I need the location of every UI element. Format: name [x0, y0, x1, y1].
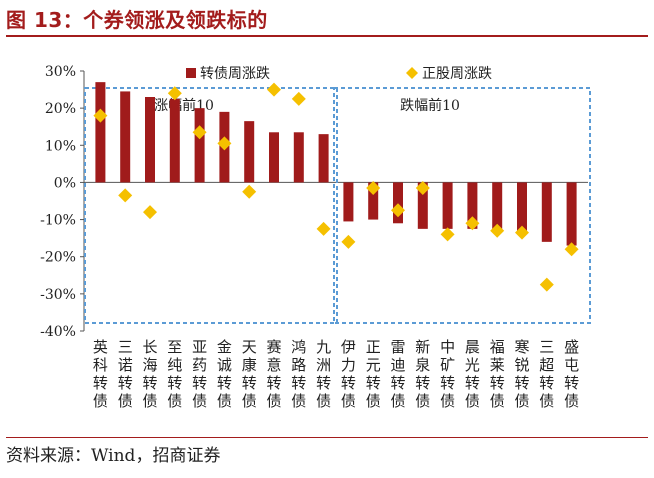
- marker-point: [291, 91, 306, 106]
- bar: [194, 108, 205, 183]
- marker-point: [490, 223, 505, 238]
- marker-point: [341, 234, 356, 249]
- marker-point: [465, 216, 480, 231]
- x-tick-label: 赛意转债: [266, 338, 281, 410]
- bar: [169, 98, 180, 183]
- x-tick-label: 雷迪转债: [390, 338, 405, 410]
- marker-point: [242, 184, 257, 199]
- x-tick-label: 新泉转债: [415, 338, 430, 410]
- source-note: 资料来源：Wind，招商证券: [6, 446, 221, 466]
- bar: [343, 182, 354, 222]
- bar: [145, 97, 155, 183]
- bar: [541, 182, 552, 242]
- x-tick-label: 九洲转债: [316, 338, 331, 410]
- bar: [566, 182, 577, 246]
- y-tick-label: -30%: [40, 287, 76, 303]
- marker-point: [217, 136, 232, 151]
- bar: [269, 132, 279, 183]
- marker-point: [316, 221, 331, 236]
- y-tick-label: -20%: [40, 250, 76, 266]
- legend-bar-swatch: [186, 68, 196, 78]
- marker-point: [93, 108, 108, 123]
- x-tick-label: 盛屯转债: [564, 338, 579, 410]
- group-frame: [84, 87, 338, 324]
- bar: [417, 182, 428, 229]
- group-frame: [333, 87, 591, 324]
- legend-marker-swatch: [406, 67, 418, 79]
- bar: [120, 91, 131, 183]
- x-tick-label: 亚药转债: [192, 338, 207, 410]
- marker-point: [366, 181, 381, 195]
- y-tick-label: -40%: [40, 324, 76, 340]
- bar: [492, 182, 503, 229]
- bar: [393, 182, 403, 224]
- x-tick-label: 天康转债: [242, 338, 257, 410]
- marker-point: [167, 86, 182, 101]
- figure-title: 图 13：个券领涨及领跌标的: [6, 8, 268, 32]
- y-tick-label: 30%: [45, 64, 76, 80]
- x-tick-label: 福莱转债: [490, 338, 505, 410]
- legend-bar-label: 转债周涨跌: [200, 66, 270, 82]
- marker-point: [515, 225, 529, 240]
- x-tick-label: 英科转债: [93, 338, 108, 410]
- x-tick-label: 长海转债: [142, 338, 157, 410]
- marker-point: [391, 203, 405, 218]
- x-tick-label: 中矿转债: [440, 338, 455, 410]
- marker-point: [440, 227, 455, 242]
- y-tick-label: 10%: [45, 138, 76, 154]
- y-tick-label: 20%: [45, 101, 76, 117]
- x-tick-label: 寒锐转债: [514, 338, 529, 410]
- bar: [368, 182, 379, 220]
- marker-point: [118, 188, 133, 203]
- marker-point: [267, 82, 281, 97]
- x-tick-label: 伊力转债: [341, 338, 356, 410]
- x-tick-label: 三超转债: [539, 338, 554, 410]
- bar: [244, 121, 255, 183]
- source-rule: [6, 437, 648, 438]
- legend-marker-label: 正股周涨跌: [422, 66, 492, 82]
- group-label: 涨幅前10: [154, 97, 214, 114]
- marker-point: [564, 242, 579, 257]
- bar: [517, 182, 527, 231]
- marker-point: [539, 277, 554, 292]
- y-tick-label: -10%: [40, 213, 76, 229]
- bar: [95, 82, 106, 183]
- bar: [318, 134, 329, 183]
- x-tick-label: 至纯转债: [167, 338, 182, 410]
- x-tick-label: 金诚转债: [217, 338, 232, 410]
- x-tick-label: 晨光转债: [465, 338, 480, 410]
- y-tick-label: 0%: [54, 175, 76, 191]
- marker-point: [415, 181, 430, 195]
- x-tick-label: 鸿路转债: [291, 338, 306, 410]
- marker-point: [143, 205, 157, 220]
- x-tick-label: 三诺转债: [118, 338, 133, 410]
- marker-point: [192, 125, 207, 140]
- bar: [442, 182, 453, 229]
- bar: [467, 182, 478, 229]
- title-rule: [6, 35, 648, 37]
- bar: [293, 132, 304, 183]
- group-label: 跌幅前10: [400, 97, 460, 114]
- x-tick-label: 正元转债: [366, 338, 381, 410]
